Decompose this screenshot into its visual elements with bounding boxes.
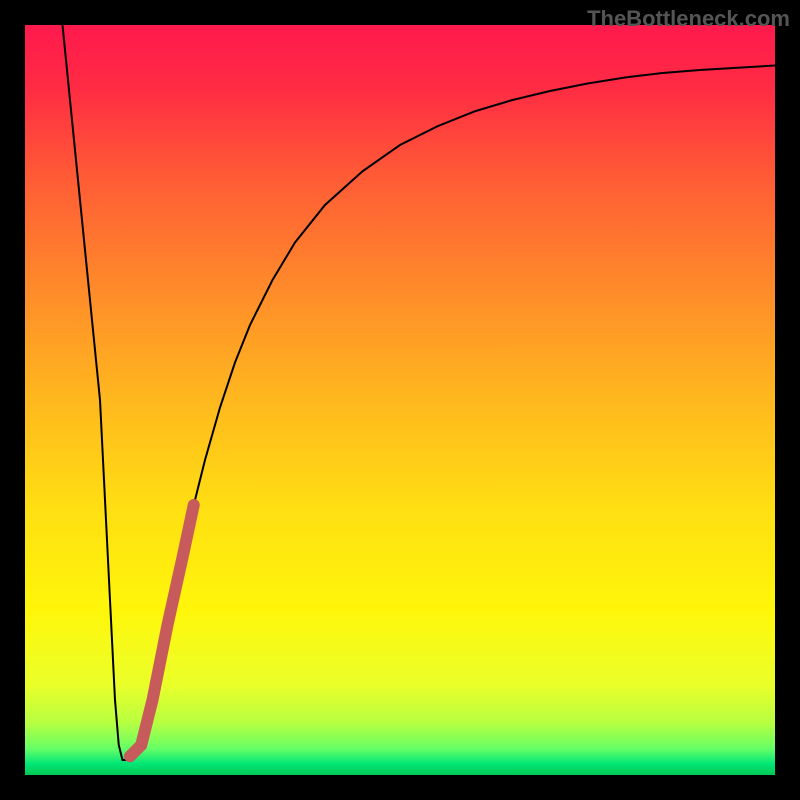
highlight-segment	[130, 505, 194, 756]
bottleneck-curve	[63, 25, 776, 760]
watermark-text: TheBottleneck.com	[587, 6, 790, 32]
chart-container: TheBottleneck.com	[0, 0, 800, 800]
chart-svg-overlay	[25, 25, 775, 775]
plot-area	[25, 25, 775, 775]
